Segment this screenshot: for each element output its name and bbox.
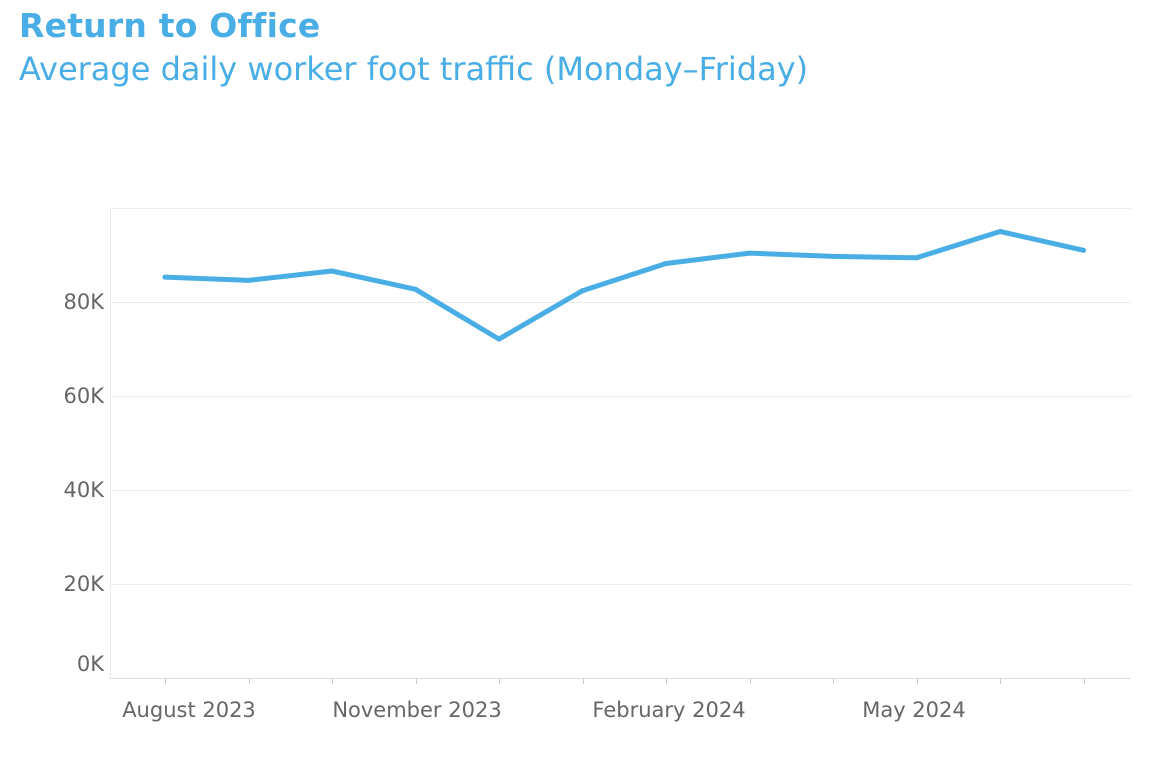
data-point[interactable]: [747, 250, 752, 256]
x-tick-label: February 2024: [592, 698, 745, 722]
data-point[interactable]: [1081, 247, 1086, 253]
axes: [110, 208, 1131, 684]
data-point[interactable]: [914, 255, 919, 261]
gridlines: [110, 208, 1131, 585]
data-point[interactable]: [830, 253, 836, 259]
y-tick-label: 40K: [64, 478, 106, 502]
y-tick-label: 80K: [64, 290, 106, 314]
data-point[interactable]: [663, 261, 669, 266]
y-tick-label: 20K: [64, 572, 106, 596]
x-tick-label: May 2024: [862, 698, 966, 722]
chart-title: Return to Office: [19, 6, 321, 45]
chart-subtitle: Average daily worker foot traffic (Monda…: [19, 50, 809, 88]
data-point[interactable]: [246, 277, 251, 283]
series: [162, 229, 1086, 342]
data-point[interactable]: [580, 288, 585, 294]
x-axis-tick-labels: August 2023 November 2023 February 2024 May…: [122, 698, 966, 722]
x-tick-label: November 2023: [332, 698, 501, 722]
data-point[interactable]: [329, 268, 335, 274]
data-point[interactable]: [997, 229, 1003, 234]
data-point[interactable]: [413, 286, 418, 292]
x-tick-label: August 2023: [122, 698, 256, 722]
y-tick-label: 60K: [64, 384, 106, 408]
y-axis-tick-labels: 0K 20K 40K 60K 80K: [64, 290, 106, 676]
data-point[interactable]: [496, 336, 502, 342]
y-tick-label: 0K: [77, 652, 105, 676]
series-line: [162, 229, 1086, 342]
data-point[interactable]: [162, 274, 168, 280]
